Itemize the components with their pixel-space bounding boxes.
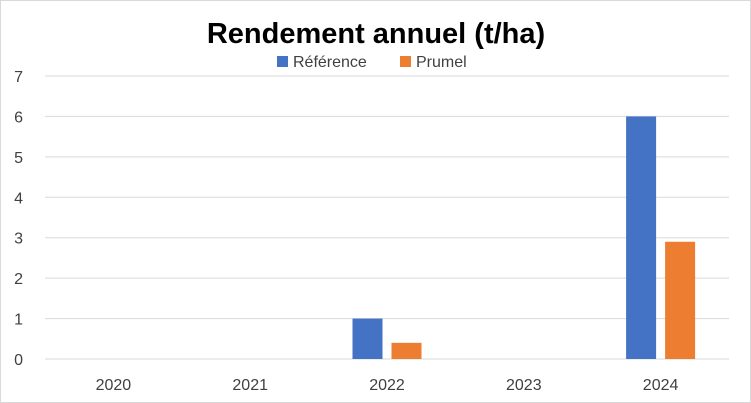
- x-tick-label: 2021: [232, 377, 268, 394]
- y-tick-label: 7: [14, 69, 23, 86]
- legend-swatch-reference: [277, 56, 288, 67]
- x-tick-label: 2024: [643, 377, 679, 394]
- legend-label-reference: Référence: [293, 54, 367, 71]
- legend-label-prumel: Prumel: [416, 54, 467, 71]
- y-tick-label: 1: [14, 312, 23, 329]
- bar-r-f-rence-2024: [626, 116, 657, 359]
- gridlines: [45, 75, 729, 360]
- y-tick-label: 2: [14, 271, 23, 288]
- bars: [352, 116, 696, 359]
- y-tick-label: 0: [14, 352, 23, 369]
- x-tick-label: 2020: [96, 377, 132, 394]
- x-axis-ticks: 2020 2021 2022 2023 2024: [96, 377, 679, 394]
- x-tick-label: 2022: [369, 377, 405, 394]
- y-tick-label: 3: [14, 231, 23, 248]
- legend-swatch-prumel: [400, 56, 411, 67]
- y-tick-label: 5: [14, 150, 23, 167]
- bar-prumel-2024: [665, 241, 696, 359]
- chart-title: Rendement annuel (t/ha): [207, 18, 545, 50]
- y-axis-ticks: 0 1 2 3 4 5 6 7: [14, 69, 23, 369]
- bar-r-f-rence-2022: [352, 318, 383, 359]
- y-tick-label: 4: [14, 190, 23, 207]
- bar-prumel-2022: [391, 342, 422, 359]
- legend: Référence Prumel: [277, 54, 467, 71]
- x-tick-label: 2023: [506, 377, 542, 394]
- y-tick-label: 6: [14, 109, 23, 126]
